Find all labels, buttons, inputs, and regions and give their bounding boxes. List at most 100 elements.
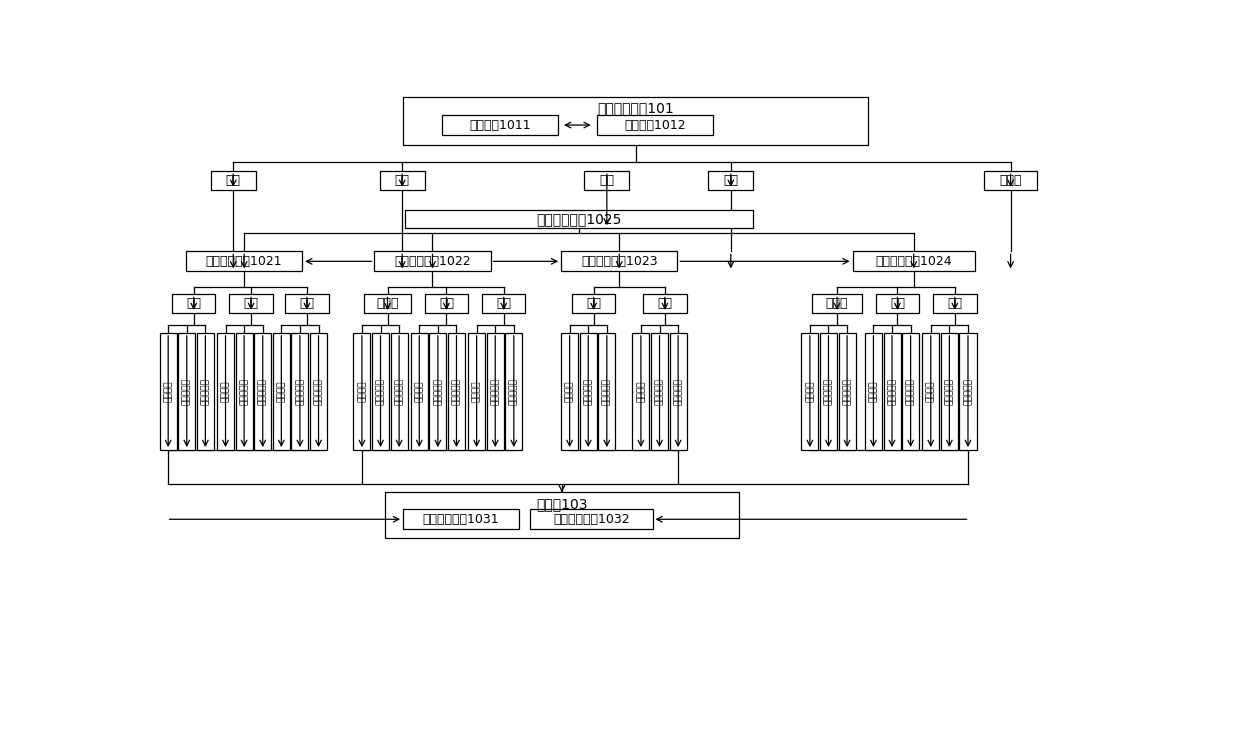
- FancyBboxPatch shape: [217, 333, 234, 450]
- Text: 种植单切1012: 种植单切1012: [624, 118, 686, 131]
- FancyBboxPatch shape: [172, 294, 216, 313]
- Text: 待循环材料: 待循环材料: [673, 378, 683, 405]
- Text: 待循环材料: 待循环材料: [201, 378, 210, 405]
- Text: 饑料: 饑料: [657, 297, 672, 310]
- FancyBboxPatch shape: [923, 333, 940, 450]
- Text: 安全排放: 安全排放: [357, 381, 367, 402]
- FancyBboxPatch shape: [386, 492, 739, 538]
- FancyBboxPatch shape: [448, 333, 465, 450]
- Text: 养殖单切1011: 养殖单切1011: [469, 118, 531, 131]
- Text: 待循环材料: 待循环材料: [963, 378, 972, 405]
- FancyBboxPatch shape: [424, 294, 469, 313]
- Text: 能量供给单切1025: 能量供给单切1025: [536, 212, 621, 226]
- Text: 安全排放: 安全排放: [636, 381, 646, 402]
- FancyBboxPatch shape: [391, 333, 408, 450]
- Text: 待循环材料: 待循环材料: [394, 378, 404, 405]
- Text: 废料: 废料: [587, 297, 601, 310]
- FancyBboxPatch shape: [403, 98, 868, 145]
- Text: 废料: 废料: [439, 297, 454, 310]
- Text: 环保炭: 环保炭: [376, 297, 399, 310]
- Text: 安全排放: 安全排放: [472, 381, 481, 402]
- FancyBboxPatch shape: [236, 333, 253, 450]
- Text: 原材料供应端101: 原材料供应端101: [598, 101, 673, 115]
- FancyBboxPatch shape: [560, 251, 677, 272]
- Text: 木制品: 木制品: [826, 297, 848, 310]
- Text: 待销售材料: 待销售材料: [823, 378, 833, 405]
- FancyBboxPatch shape: [985, 171, 1037, 189]
- Text: 饑料: 饑料: [496, 297, 511, 310]
- FancyBboxPatch shape: [801, 333, 818, 450]
- FancyBboxPatch shape: [572, 294, 615, 313]
- FancyBboxPatch shape: [486, 333, 503, 450]
- FancyBboxPatch shape: [875, 294, 919, 313]
- FancyBboxPatch shape: [670, 333, 687, 450]
- Text: 待循环材料: 待循环材料: [314, 378, 324, 405]
- FancyBboxPatch shape: [838, 333, 856, 450]
- FancyBboxPatch shape: [903, 333, 919, 450]
- FancyBboxPatch shape: [644, 294, 687, 313]
- FancyBboxPatch shape: [441, 115, 558, 135]
- FancyBboxPatch shape: [580, 333, 596, 450]
- Text: 待销售材料: 待销售材料: [655, 378, 665, 405]
- Text: 待销售材料: 待销售材料: [888, 378, 897, 405]
- FancyBboxPatch shape: [179, 333, 196, 450]
- FancyBboxPatch shape: [273, 333, 290, 450]
- FancyBboxPatch shape: [353, 333, 371, 450]
- Text: 待销售材料: 待销售材料: [584, 378, 593, 405]
- Text: 废料加工单切1022: 废料加工单切1022: [394, 255, 471, 268]
- FancyBboxPatch shape: [560, 333, 578, 450]
- FancyBboxPatch shape: [482, 294, 526, 313]
- Text: 外销端103: 外销端103: [536, 497, 588, 511]
- FancyBboxPatch shape: [254, 333, 272, 450]
- Text: 待销售材料: 待销售材料: [491, 378, 500, 405]
- FancyBboxPatch shape: [365, 294, 410, 313]
- Text: 待销售材料: 待销售材料: [182, 378, 191, 405]
- Text: 安全排放: 安全排放: [221, 381, 231, 402]
- FancyBboxPatch shape: [285, 294, 329, 313]
- Text: 饑料: 饑料: [299, 297, 315, 310]
- FancyBboxPatch shape: [820, 333, 837, 450]
- Text: 安全排放: 安全排放: [805, 381, 815, 402]
- Text: 待销售材料: 待销售材料: [239, 378, 249, 405]
- Text: 废料: 废料: [243, 297, 259, 310]
- FancyBboxPatch shape: [229, 294, 273, 313]
- Text: 食物: 食物: [226, 174, 241, 187]
- FancyBboxPatch shape: [197, 333, 215, 450]
- Text: 待循环材料: 待循环材料: [258, 378, 268, 405]
- Text: 安全排放: 安全排放: [926, 381, 935, 402]
- FancyBboxPatch shape: [310, 333, 327, 450]
- FancyBboxPatch shape: [531, 509, 652, 529]
- Text: 废料: 废料: [394, 174, 409, 187]
- FancyBboxPatch shape: [708, 171, 754, 189]
- FancyBboxPatch shape: [960, 333, 977, 450]
- FancyBboxPatch shape: [883, 333, 900, 450]
- FancyBboxPatch shape: [374, 251, 491, 272]
- FancyBboxPatch shape: [160, 333, 176, 450]
- FancyBboxPatch shape: [403, 509, 520, 529]
- FancyBboxPatch shape: [651, 333, 668, 450]
- FancyBboxPatch shape: [853, 251, 975, 272]
- FancyBboxPatch shape: [941, 333, 957, 450]
- Text: 安全排放: 安全排放: [164, 381, 172, 402]
- Text: 待循环材料: 待循环材料: [842, 378, 852, 405]
- FancyBboxPatch shape: [812, 294, 862, 313]
- Text: 食物: 食物: [186, 297, 201, 310]
- FancyBboxPatch shape: [379, 171, 424, 189]
- Text: 安全排放: 安全排放: [565, 381, 574, 402]
- Text: 待销售材料: 待销售材料: [433, 378, 443, 405]
- Text: 待销售材料: 待销售材料: [295, 378, 305, 405]
- Text: 待循环材料: 待循环材料: [510, 378, 518, 405]
- Text: 安全排放: 安全排放: [277, 381, 286, 402]
- FancyBboxPatch shape: [291, 333, 309, 450]
- FancyBboxPatch shape: [469, 333, 485, 450]
- FancyBboxPatch shape: [211, 171, 255, 189]
- Text: 线下运营单切1032: 线下运营单切1032: [553, 513, 630, 526]
- FancyBboxPatch shape: [372, 333, 389, 450]
- Text: 待循环材料: 待循环材料: [603, 378, 611, 405]
- Text: 待销售材料: 待销售材料: [376, 378, 386, 405]
- FancyBboxPatch shape: [584, 171, 629, 189]
- Text: 市电: 市电: [599, 174, 614, 187]
- Text: 木制品: 木制品: [999, 174, 1022, 187]
- FancyBboxPatch shape: [186, 251, 303, 272]
- FancyBboxPatch shape: [404, 210, 754, 228]
